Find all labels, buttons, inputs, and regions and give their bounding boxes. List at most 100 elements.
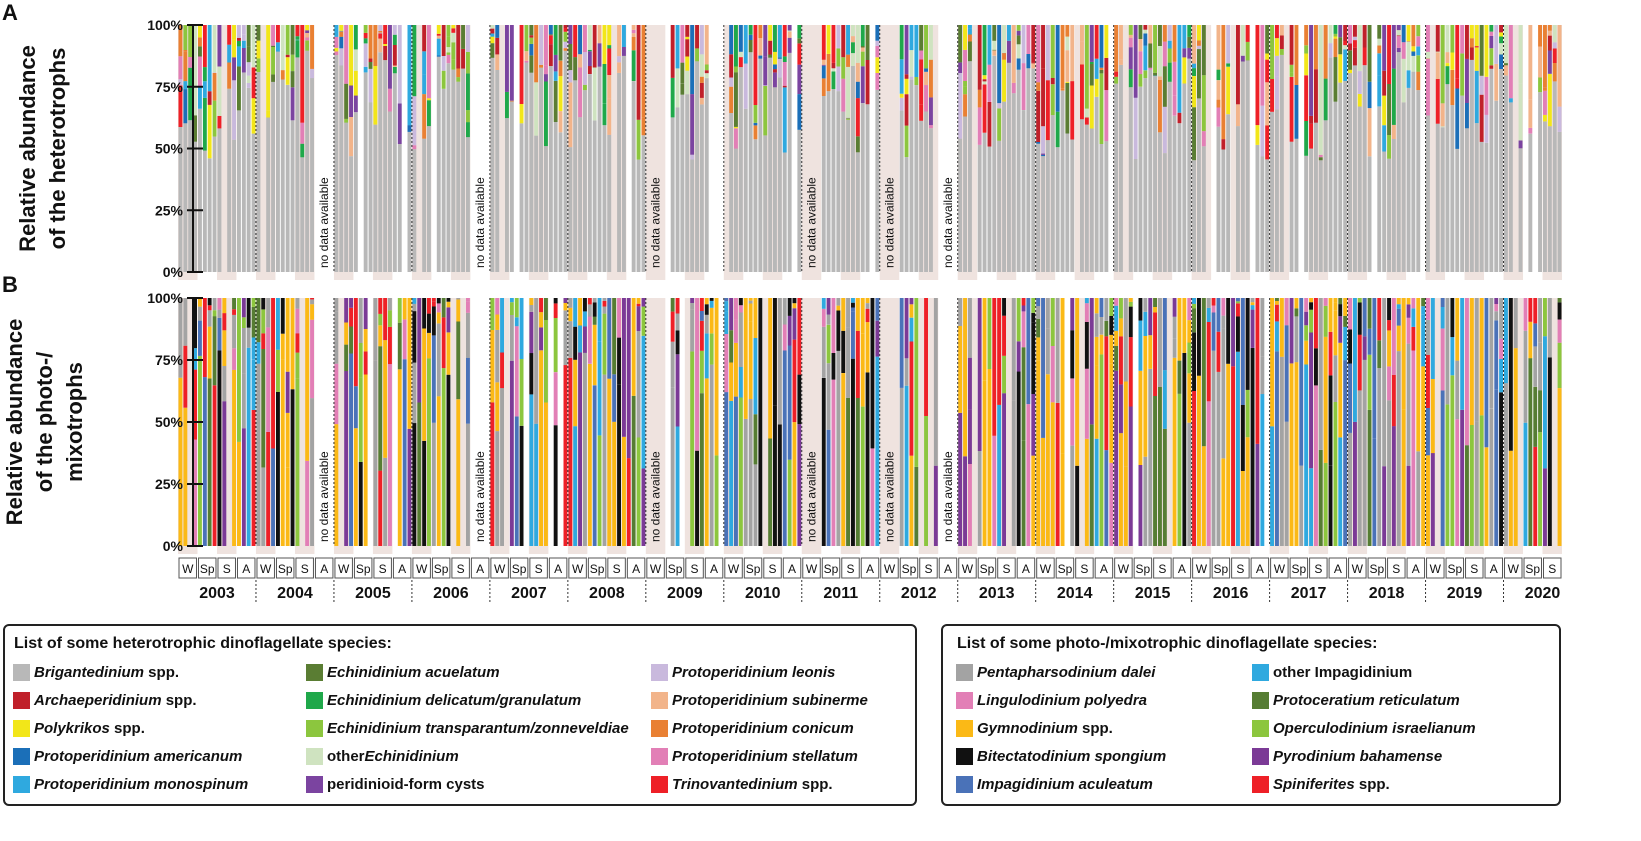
- season-band: [1113, 298, 1134, 554]
- bar-segment: [1357, 319, 1362, 335]
- bar-segment: [1104, 298, 1109, 321]
- bar-segment: [524, 60, 529, 63]
- bar-segment: [1270, 25, 1274, 79]
- bar-segment: [1494, 298, 1499, 304]
- bar-segment: [573, 25, 578, 58]
- bar-segment: [1367, 328, 1372, 355]
- bar-segment: [1275, 304, 1279, 322]
- dinoflagellate-chart: no data available no data available no dat…: [2, 0, 1562, 602]
- bar-segment: [446, 307, 451, 333]
- bar-segment: [353, 70, 358, 96]
- season-label: S: [1236, 562, 1244, 576]
- bar-segment: [734, 319, 738, 343]
- bar-segment: [1523, 422, 1528, 546]
- season-label: Sp: [590, 562, 605, 576]
- bar-segment: [675, 73, 680, 108]
- no-data-label: no data available: [882, 177, 896, 268]
- bar-segment: [237, 37, 241, 41]
- bar-segment: [1387, 135, 1391, 159]
- bar-segment: [495, 314, 500, 330]
- bar-segment: [193, 141, 197, 272]
- season-band: [1308, 298, 1329, 554]
- bar-segment: [1236, 298, 1240, 302]
- bar-segment: [1499, 54, 1503, 69]
- bar-segment: [641, 335, 646, 469]
- bar-segment: [534, 423, 539, 546]
- bar-segment: [1123, 466, 1128, 546]
- bar-segment: [1479, 415, 1484, 546]
- bar-segment: [1187, 320, 1192, 343]
- bar-segment: [446, 301, 451, 308]
- bar-segment: [451, 69, 456, 272]
- bar-segment: [373, 124, 378, 272]
- bar-segment: [860, 66, 865, 104]
- legend-phototrophs: List of some photo-/mixotrophic dinoflag…: [941, 624, 1561, 806]
- bar-segment: [334, 424, 339, 546]
- season-label: S: [1548, 562, 1556, 576]
- bar-segment: [1226, 363, 1231, 546]
- season-band: [333, 25, 354, 280]
- bar-segment: [232, 80, 236, 140]
- bar-segment: [300, 143, 305, 158]
- bar-segment: [339, 48, 344, 66]
- bar-segment: [1479, 75, 1484, 95]
- bar-segment: [1041, 153, 1045, 155]
- bar-segment: [729, 362, 734, 401]
- bar-segment: [734, 72, 738, 127]
- bar-segment: [514, 326, 519, 417]
- bar-segment: [456, 303, 461, 322]
- bar-segment: [456, 68, 461, 78]
- bar-segment: [768, 25, 773, 41]
- season-band: [645, 298, 666, 554]
- bar-segment: [748, 298, 753, 301]
- bar-segment: [280, 70, 285, 80]
- bar-segment: [232, 25, 236, 40]
- bar-segment: [573, 57, 578, 81]
- bar-segment: [583, 90, 587, 272]
- bar-segment: [1406, 25, 1411, 41]
- legend-swatch: [956, 663, 973, 681]
- bar-segment: [1338, 342, 1343, 438]
- bar-segment: [636, 437, 641, 546]
- season-box: [646, 557, 665, 579]
- bar-segment: [1080, 119, 1084, 272]
- bar-segment: [899, 93, 904, 98]
- bar-segment: [704, 64, 709, 71]
- bar-segment: [310, 398, 314, 546]
- bar-segment: [1021, 110, 1026, 272]
- bar-segment: [1460, 95, 1465, 272]
- bar-segment: [1221, 139, 1226, 150]
- bar-segment: [1143, 311, 1148, 336]
- bar-segment: [1387, 366, 1391, 401]
- bar-segment: [846, 54, 850, 67]
- legend-label: Protoperidinium monospinum: [34, 775, 249, 793]
- bar-segment: [305, 30, 310, 33]
- bar-segment: [1148, 67, 1153, 70]
- legend-label-suffix: spp.: [161, 691, 197, 709]
- bar-segment: [631, 29, 636, 34]
- bar-segment: [826, 314, 831, 325]
- bar-segment: [729, 400, 734, 546]
- bar-segment: [1284, 298, 1289, 326]
- bar-segment: [836, 47, 841, 49]
- bar-segment: [1041, 25, 1045, 69]
- season-label: Sp: [1292, 562, 1307, 576]
- bar-segment: [797, 298, 802, 375]
- bar-segment: [563, 25, 568, 28]
- year-label: 2016: [1213, 585, 1249, 602]
- bar-segment: [602, 103, 607, 126]
- bar-segment: [1338, 54, 1343, 83]
- season-band: [879, 25, 900, 280]
- bar-segment: [1289, 72, 1294, 77]
- legend-label: Pyrodinium bahamense: [1273, 747, 1443, 765]
- bar-segment: [237, 46, 241, 67]
- bar-segment: [607, 134, 612, 272]
- bar-segment: [310, 78, 314, 272]
- season-box: [782, 557, 802, 579]
- bar-segment: [1109, 334, 1114, 364]
- bar-segment: [1002, 101, 1006, 272]
- bar-segment: [412, 149, 417, 272]
- bar-segment: [855, 152, 860, 272]
- bar-segment: [1382, 298, 1387, 467]
- bar-segment: [1353, 25, 1357, 37]
